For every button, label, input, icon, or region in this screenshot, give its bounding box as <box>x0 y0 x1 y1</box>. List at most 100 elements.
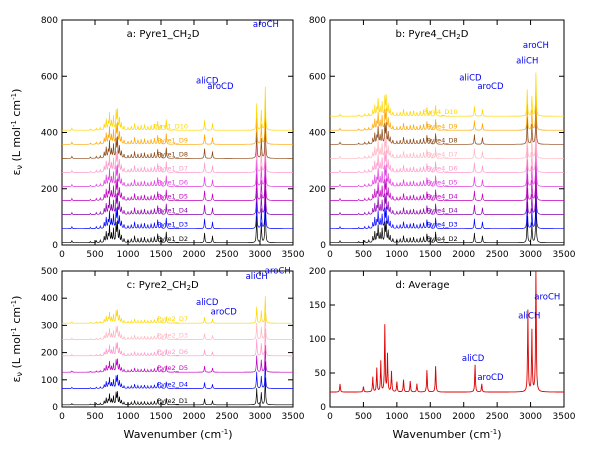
y-tick-label: 0 <box>52 403 58 413</box>
peak-annotation: aliCD <box>196 298 219 308</box>
series-line <box>62 328 293 357</box>
x-tick-label: 1500 <box>150 250 173 260</box>
series-label: Pyre1_D7 <box>157 164 188 172</box>
x-axis-label: Wavenumber (cm-1) <box>124 428 233 441</box>
series-line <box>62 345 293 373</box>
series-label: Pyre4_D4 <box>427 207 458 215</box>
peak-annotation: aroCD <box>211 308 238 318</box>
series-label: Pyre4_D6 <box>427 164 458 172</box>
y-tick-label: 0 <box>52 241 58 251</box>
x-tick-label: 3000 <box>519 412 542 422</box>
peak-annotation: aroCH <box>265 267 291 277</box>
series-label: Pyre4_D2 <box>427 235 458 243</box>
panel-title: c: Pyre2_CH2D <box>127 280 199 292</box>
series-label: Pyre1_D4 <box>157 207 188 215</box>
series-label: Pyre4_D5 <box>427 179 458 187</box>
series-label: Pyre4_D8 <box>427 136 458 144</box>
series-line <box>330 114 564 159</box>
series-line <box>62 377 293 406</box>
series-label: Pyre1_D3 <box>157 221 188 229</box>
x-tick-label: 0 <box>327 250 333 260</box>
y-tick-label: 600 <box>309 72 326 82</box>
y-tick-label: 600 <box>41 72 58 82</box>
peak-annotation: aroCH <box>523 41 549 51</box>
panel-c: 0 500 1000 1500 2000 2500 3000 3500 0 100 200 300 40… <box>41 267 305 422</box>
x-tick-label: 2500 <box>216 250 239 260</box>
series-label: Pyre2_D1 <box>157 397 188 405</box>
y-tick-label: 500 <box>41 267 58 277</box>
x-tick-label: 2000 <box>452 250 475 260</box>
y-tick-label: 400 <box>41 294 58 304</box>
peak-annotation: aroCD <box>477 82 504 92</box>
x-tick-label: 1000 <box>385 412 408 422</box>
series-line <box>62 185 293 230</box>
series-label: Pyre2_D3 <box>157 332 188 340</box>
panel-title: d: Average <box>396 280 450 291</box>
series-line <box>62 100 293 145</box>
x-tick-label: 2500 <box>216 412 239 422</box>
x-tick-label: 500 <box>355 250 372 260</box>
series-line <box>330 270 564 393</box>
y-tick-label: 100 <box>41 376 58 386</box>
series-label: Pyre2_D6 <box>157 348 188 356</box>
series-label: Pyre1_D10 <box>153 122 188 130</box>
series-line <box>62 199 293 244</box>
peak-annotation: aliCD <box>196 76 219 86</box>
y-tick-label: 400 <box>309 129 326 139</box>
series-label: Pyre2_D7 <box>157 315 188 323</box>
x-tick-label: 3000 <box>519 250 542 260</box>
series-label: Pyre4_D4 <box>427 193 458 201</box>
x-tick-label: 1000 <box>385 250 408 260</box>
y-axis-label: εν (L mol-1 cm-1) <box>10 89 24 176</box>
x-tick-label: 3500 <box>282 250 305 260</box>
x-tick-label: 1500 <box>419 250 442 260</box>
panel-title: a: Pyre1_CH2D <box>127 29 200 41</box>
series-line <box>62 361 293 389</box>
x-tick-label: 2000 <box>183 412 206 422</box>
y-tick-label: 100 <box>309 335 326 345</box>
x-tick-label: 3500 <box>553 250 576 260</box>
panel-a: 0 500 1000 1500 2000 2500 3000 3500 0 200 400 600 80… <box>41 16 305 260</box>
peak-annotation: aroCH <box>253 20 279 30</box>
y-tick-label: 200 <box>309 267 326 277</box>
x-tick-label: 3500 <box>282 412 305 422</box>
series-line <box>62 156 293 201</box>
panel-d: 0 500 1000 1500 2000 2500 3000 3500 0 50 100 150 200… <box>309 267 576 422</box>
series-line <box>330 199 564 244</box>
y-tick-label: 200 <box>41 185 58 195</box>
x-tick-label: 2000 <box>452 412 475 422</box>
y-tick-label: 200 <box>309 185 326 195</box>
plot-frame <box>329 270 565 408</box>
series-line <box>330 171 564 215</box>
peak-annotation: aliCD <box>459 73 482 83</box>
x-tick-label: 1500 <box>419 412 442 422</box>
panel-title: b: Pyre4_CH2D <box>396 29 469 41</box>
peak-annotation: aliCD <box>462 354 485 364</box>
peak-annotation: aroCD <box>207 82 234 92</box>
y-tick-label: 200 <box>41 349 58 359</box>
x-axis-label: Wavenumber (cm-1) <box>393 428 502 441</box>
x-tick-label: 0 <box>59 412 65 422</box>
x-tick-label: 2500 <box>486 412 509 422</box>
series-label: Pyre2_D4 <box>157 381 188 389</box>
peak-annotation: aroCD <box>477 373 504 383</box>
peak-annotation: aliCH <box>516 57 538 67</box>
y-axis-label: εν (L mol-1 cm-1) <box>10 296 24 383</box>
x-tick-label: 1500 <box>150 412 173 422</box>
peak-annotation: aroCH <box>534 293 560 303</box>
series-line <box>62 128 293 173</box>
plot-frame <box>61 270 294 408</box>
series-label: Pyre2_D5 <box>157 364 188 372</box>
y-tick-label: 150 <box>309 301 326 311</box>
series-line <box>330 128 564 173</box>
y-tick-label: 0 <box>320 241 326 251</box>
x-tick-label: 1000 <box>117 412 140 422</box>
y-tick-label: 400 <box>41 129 58 139</box>
series-label: Pyre4_D10 <box>423 108 458 116</box>
x-tick-label: 500 <box>86 412 103 422</box>
series-label: Pyre4_D3 <box>427 221 458 229</box>
series-label: Pyre4_D9 <box>427 122 458 130</box>
y-tick-label: 0 <box>320 403 326 413</box>
x-tick-label: 2000 <box>183 250 206 260</box>
y-tick-label: 800 <box>309 16 326 26</box>
